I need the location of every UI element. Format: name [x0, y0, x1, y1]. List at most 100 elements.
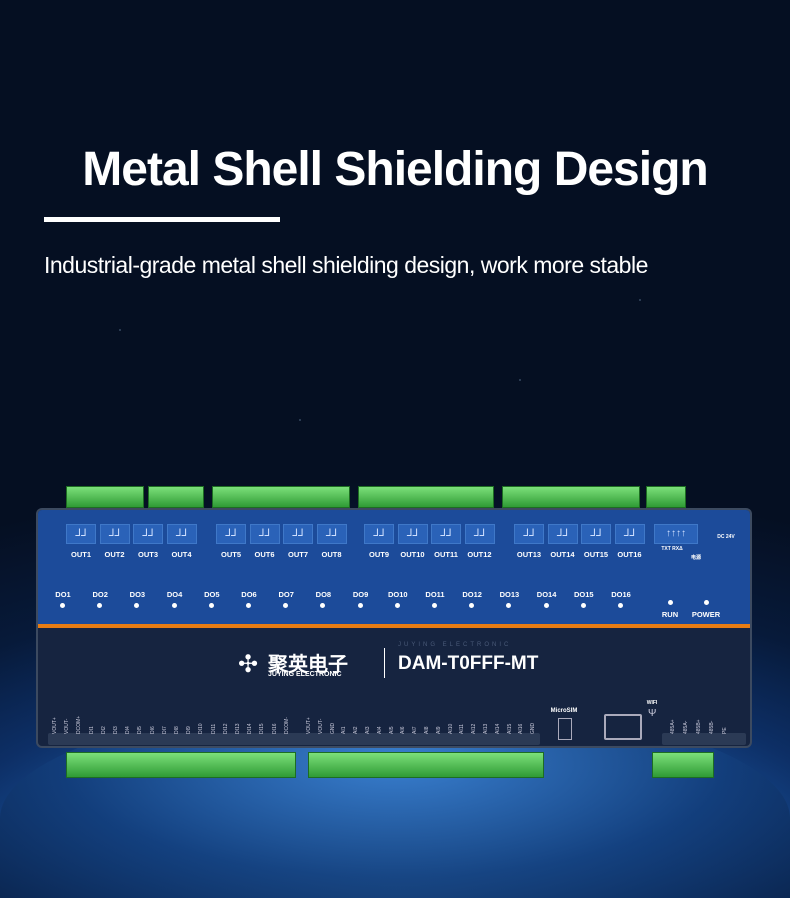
relay-icon: ⅃⅃	[581, 524, 611, 544]
pin-label: AI12	[471, 723, 478, 734]
output-label: OUT6	[254, 550, 275, 559]
terminal-block-top[interactable]	[502, 486, 640, 508]
output-label: OUT8	[321, 550, 342, 559]
do-led	[97, 603, 103, 608]
terminal-block-top[interactable]	[646, 486, 686, 508]
pin-label: AI8	[424, 726, 430, 734]
do-led	[246, 603, 251, 608]
output-label: OUT2	[104, 550, 125, 559]
terminal-block-bottom[interactable]	[308, 752, 544, 778]
model-name: DAM-T0FFF-MT	[398, 653, 539, 674]
relay-icon: ⅃⅃	[431, 524, 461, 544]
pin-label: GND	[530, 722, 537, 734]
relay-icon: ⅃⅃	[514, 524, 544, 544]
pin-label: VOUT+	[306, 717, 312, 734]
pin-label: AI3	[365, 726, 371, 734]
do-led	[394, 603, 400, 608]
pin-label: DI13	[235, 723, 241, 734]
pin-label: AI1	[341, 726, 348, 734]
terminal-block-top[interactable]	[66, 486, 144, 508]
relay-icon: ⅃⅃	[283, 524, 313, 544]
pin-label: DI12	[222, 723, 229, 734]
pin-label: AI16	[518, 723, 525, 734]
do-label: DO13	[499, 590, 520, 599]
run-led	[668, 600, 673, 605]
pin-label: DI6	[149, 726, 156, 734]
do-led	[171, 603, 177, 608]
pin-strip	[302, 733, 540, 745]
output-label: OUT1	[70, 550, 91, 559]
terminal-block-top[interactable]	[148, 486, 204, 508]
pin-label: AI11	[459, 724, 466, 734]
relay-icon: ⅃⅃	[364, 524, 394, 544]
pin-label: AI10	[447, 723, 454, 734]
relay-icon: ⅃⅃	[397, 524, 428, 544]
do-led	[469, 603, 475, 608]
output-label: OUT14	[550, 550, 575, 559]
pin-label: DCOM+	[76, 715, 83, 734]
brand-en: JUYING ELECTRONIC	[268, 671, 342, 678]
terminal-block-top[interactable]	[358, 486, 494, 508]
do-led	[320, 603, 326, 608]
top-panel: ⅃⅃ OUT1 ⅃⅃ OUT2 ⅃⅃ OUT3 ⅃⅃ OUT4 ⅃⅃ OUT5 ⅃⅃ OUT6 ⅃⅃ OU…	[38, 510, 750, 628]
terminal-block-bottom[interactable]	[652, 752, 714, 778]
do-label: DO15	[574, 590, 594, 599]
pin-label: DI3	[113, 726, 119, 734]
do-label: DO8	[315, 590, 332, 599]
pin-strip	[662, 733, 746, 745]
pin-label: DI15	[259, 723, 266, 734]
pin-label: DI11	[210, 723, 217, 734]
brand-cn: 聚英电子	[268, 654, 348, 676]
pin-label: AI13	[483, 723, 489, 734]
do-label: DO16	[611, 590, 631, 599]
do-label: DO5	[204, 590, 220, 599]
do-led	[357, 603, 363, 608]
pin-label: DI1	[88, 726, 95, 734]
pin-label: DI14	[247, 723, 254, 734]
pin-label: AI15	[506, 723, 513, 734]
pin-label: DCOM-	[283, 717, 290, 734]
output-label: OUT12	[467, 550, 492, 559]
sim-slot[interactable]	[558, 718, 572, 740]
do-label: DO4	[166, 590, 183, 599]
do-label: DO1	[55, 590, 71, 599]
do-led	[134, 603, 140, 608]
do-label: DO2	[92, 590, 108, 599]
pin-label: AI2	[353, 726, 360, 734]
power-led	[704, 600, 709, 605]
headline: Metal Shell Shielding Design	[82, 143, 708, 196]
pin-label: 485A+	[670, 719, 676, 734]
pin-label: 485A-	[683, 720, 689, 734]
pin-label: AI9	[435, 726, 442, 734]
relay-icon: ⅃⅃	[316, 524, 347, 544]
output-label: OUT11	[434, 550, 458, 559]
terminal-block-bottom[interactable]	[66, 752, 296, 778]
pin-label: DI10	[198, 723, 205, 734]
do-label: DO10	[388, 590, 408, 599]
relay-icon: ⅃⅃	[547, 524, 578, 544]
logo-divider	[384, 648, 385, 678]
do-label: DO9	[352, 590, 369, 599]
relay-icon: ⅃⅃	[133, 524, 163, 544]
relay-icon: ⅃⅃	[614, 524, 645, 544]
relay-icon: ⅃⅃	[249, 524, 280, 544]
relay-icon: ⅃⅃	[166, 524, 197, 544]
brand-logo: ✣ 聚英电子 JUYING ELECTRONIC JUYING ELECTRON…	[238, 642, 558, 682]
do-label: DO3	[129, 590, 146, 599]
antenna-icon: Ψ	[648, 708, 657, 719]
pin-label: AI4	[376, 726, 383, 734]
pin-label: VOUT-	[64, 718, 71, 734]
relay-icon: ⅃⅃	[66, 524, 96, 544]
terminal-block-top[interactable]	[212, 486, 350, 508]
do-label: DO14	[536, 590, 557, 599]
do-label: DO7	[278, 590, 294, 599]
comm-leds: ↑↑↑↑	[654, 524, 698, 544]
relay-icon: ⅃⅃	[216, 524, 246, 544]
do-led	[543, 603, 549, 608]
device-unit: ⅃⅃ OUT1 ⅃⅃ OUT2 ⅃⅃ OUT3 ⅃⅃ OUT4 ⅃⅃ OUT5 ⅃⅃ OUT6 ⅃⅃ OU…	[38, 510, 750, 746]
divider	[44, 217, 280, 222]
ethernet-port[interactable]	[604, 714, 642, 740]
output-label: OUT10	[400, 550, 425, 559]
pin-label: AI5	[388, 726, 395, 734]
pin-strip	[48, 733, 306, 745]
